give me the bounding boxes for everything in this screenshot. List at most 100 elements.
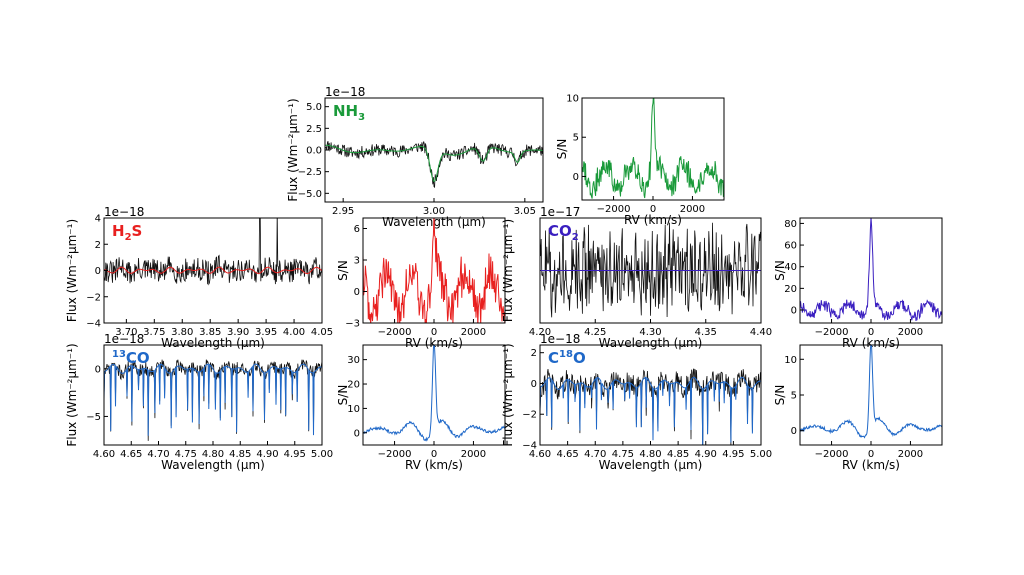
c18o_spec-species-label: C18O: [548, 349, 586, 367]
h2s_spec-xtick-label: 3.80: [171, 327, 193, 338]
h2s_ccf-xtick-label: 0: [431, 327, 437, 338]
co13_spec-xtick-label: 4.95: [284, 449, 306, 460]
nh3_ccf-panel: −2000 0 2000 0 5 10 RV (km/s) S/N: [555, 94, 725, 227]
nh3_ccf-axes-frame: [581, 97, 725, 201]
c18o_spec-xtick-label: 4.90: [695, 449, 717, 460]
h2s_spec-ytick-label: −2: [86, 292, 101, 303]
nh3_spec-species-label: NH3: [333, 102, 365, 123]
co2_spec-species-label: CO2: [548, 222, 579, 243]
h2s_ccf-xlabel: RV (km/s): [405, 336, 463, 350]
co13_spec-ytick-label: −5: [86, 412, 101, 423]
nh3_spec-ytick-label: 5.0: [306, 102, 322, 113]
co2_spec-offset-label: 1e−17: [540, 205, 580, 219]
h2s_spec-xtick-label: 3.75: [143, 327, 165, 338]
c18o_spec-model-line: [540, 376, 761, 445]
h2s_ccf-ccf-line: [363, 218, 505, 323]
c18o_spec-xtick-label: 4.60: [529, 449, 551, 460]
nh3_spec-panel: 2.95 3.00 3.05−5.0−2.50.02.55.01e−18Wavele…: [286, 85, 544, 229]
h2s_ccf-ytick-label: 0: [354, 287, 360, 298]
co2_spec-ylabel: Flux (Wm⁻²μm⁻¹): [501, 219, 515, 322]
co2_ccf-ytick-label: 40: [784, 262, 797, 273]
co13_spec-observed-line: [104, 359, 322, 441]
co13_ccf-panel: −2000 0 2000 0 10 20 30 RV (km/s) S/N: [336, 344, 506, 472]
h2s_ccf-xtick-label: −2000: [378, 327, 412, 338]
h2s_spec-xtick-label: 3.85: [199, 327, 221, 338]
nh3_spec-xtick-label: 2.95: [332, 206, 354, 217]
nh3_ccf-ytick-label: 0: [573, 172, 579, 183]
co2_ccf-ytick-label: 60: [784, 241, 797, 252]
co2_ccf-ytick-label: 0: [791, 306, 797, 317]
nh3_spec-ytick-label: 2.5: [306, 124, 322, 135]
co13_ccf-xtick-label: −2000: [378, 449, 412, 460]
co13_spec-xtick-label: 4.60: [93, 449, 115, 460]
co13_ccf-ytick-label: 0: [354, 428, 360, 439]
h2s_spec-ytick-label: −4: [86, 319, 101, 330]
c18o_ccf-xtick-label: 2000: [898, 449, 923, 460]
c18o_ccf-ytick-label: 0: [791, 426, 797, 437]
h2s_spec-ytick-label: 2: [95, 240, 101, 251]
co13_spec-model-line: [104, 363, 322, 436]
nh3_spec-observed-line: [325, 141, 543, 189]
h2s_ccf-ytick-label: 3: [354, 256, 360, 267]
co13_spec-ylabel: Flux (Wm⁻²μm⁻¹): [65, 343, 79, 446]
nh3_spec-xtick-label: 3.05: [514, 206, 536, 217]
co13_ccf-ccf-line: [363, 345, 505, 442]
h2s_spec-offset-label: 1e−18: [104, 205, 144, 219]
co2_ccf-ytick-label: 80: [784, 219, 797, 230]
co2_spec-xtick-label: 4.40: [750, 327, 772, 338]
nh3_ccf-xtick-label: 0: [650, 204, 656, 215]
co13_spec-xtick-label: 4.70: [147, 449, 169, 460]
co2_ccf-ccf-line: [800, 218, 942, 322]
h2s_spec-observed-line: [104, 218, 322, 286]
co13_ccf-xtick-label: 0: [431, 449, 437, 460]
co2_ccf-series: [800, 218, 942, 322]
nh3_ccf-ccf-line: [582, 98, 724, 199]
co2_ccf-panel: −2000 0 2000 0 20 40 60 80 RV (km/s) S/N: [773, 217, 943, 350]
h2s_ccf-panel: −2000 0 2000 −3 0 3 6 RV (km/s) S/N: [336, 217, 506, 350]
c18o_spec-xtick-label: 4.75: [612, 449, 634, 460]
co2_ccf-ytick-label: 20: [784, 284, 797, 295]
nh3_ccf-xtick-label: −2000: [597, 204, 631, 215]
nh3_ccf-ytick-label: 5: [573, 133, 579, 144]
co13_spec-xtick-label: 4.85: [229, 449, 251, 460]
co13_spec-panel: 4.60 4.65 4.70 4.75 4.80 4.85 4.90 4.95 5.00−501…: [65, 332, 333, 472]
nh3_spec-ytick-label: −2.5: [298, 167, 322, 178]
co13_spec-xlabel: Wavelength (μm): [161, 458, 265, 472]
c18o_spec-series: [540, 368, 761, 445]
h2s_spec-xtick-label: 4.05: [311, 327, 333, 338]
co13_spec-xtick-label: 4.75: [175, 449, 197, 460]
nh3_ccf-ylabel: S/N: [555, 139, 569, 160]
h2s_spec-xtick-label: 4.00: [283, 327, 305, 338]
co2_spec-series: [540, 222, 761, 318]
co2_ccf-xtick-label: −2000: [815, 327, 849, 338]
c18o_spec-xtick-label: 4.70: [584, 449, 606, 460]
co13_spec-species-label: 13CO: [112, 349, 150, 367]
co2_ccf-xlabel: RV (km/s): [842, 336, 900, 350]
h2s_spec-series: [104, 218, 322, 286]
h2s_ccf-series: [363, 218, 505, 323]
c18o_spec-ytick-label: −2: [522, 410, 537, 421]
c18o_spec-xlabel: Wavelength (μm): [599, 458, 703, 472]
h2s_spec-ylabel: Flux (Wm⁻²μm⁻¹): [65, 219, 79, 322]
co2_spec-xlabel: Wavelength (μm): [599, 336, 703, 350]
c18o_ccf-series: [800, 345, 942, 439]
co2_spec-panel: 4.20 4.25 4.30 4.35 4.40 1e−17 Wavelength (μm)…: [501, 205, 772, 350]
h2s_spec-xtick-label: 3.70: [115, 327, 137, 338]
co2_ccf-xtick-label: 2000: [898, 327, 923, 338]
co13_spec-xtick-label: 4.90: [256, 449, 278, 460]
c18o_ccf-xlabel: RV (km/s): [842, 458, 900, 472]
h2s_spec-xtick-label: 3.95: [255, 327, 277, 338]
c18o_spec-offset-label: 1e−18: [540, 332, 580, 346]
co13_spec-ytick-label: 0: [95, 364, 101, 375]
co2_spec-xtick-label: 4.35: [695, 327, 717, 338]
nh3_ccf-xtick-label: 2000: [680, 204, 705, 215]
co13_ccf-xlabel: RV (km/s): [405, 458, 463, 472]
h2s_spec-ytick-label: 4: [95, 214, 101, 225]
c18o_spec-ytick-label: −4: [522, 441, 537, 452]
c18o_ccf-ylabel: S/N: [773, 385, 787, 406]
c18o_spec-xtick-label: 4.85: [667, 449, 689, 460]
co2_ccf-ylabel: S/N: [773, 260, 787, 281]
co2_spec-observed-line: [540, 222, 761, 318]
co2_spec-xtick-label: 4.30: [639, 327, 661, 338]
co13_spec-series: [104, 359, 322, 441]
